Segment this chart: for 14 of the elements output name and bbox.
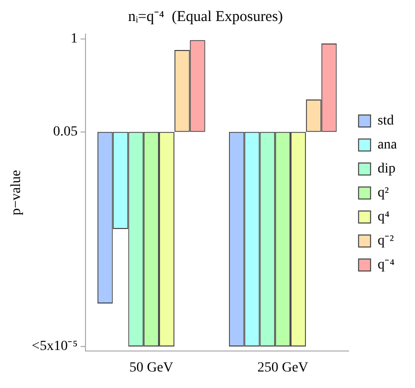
y-tick-label: <5x10⁻⁵ [32, 339, 78, 354]
legend-label: std [378, 114, 394, 129]
legend-label: q⁻² [378, 234, 394, 249]
x-tick-label: 50 GeV [129, 360, 174, 376]
legend-label: q⁻⁴ [378, 258, 395, 273]
legend-label: q⁴ [378, 210, 390, 225]
legend-label: dip [378, 162, 396, 177]
chart-title: nᵢ=q⁻⁴ (Equal Exposures) [128, 8, 283, 25]
y-tick-label: 1 [70, 32, 78, 47]
legend-label: q² [378, 186, 389, 201]
y-axis-title: p−value [9, 170, 24, 216]
y-tick-label: 0.05 [53, 124, 78, 140]
legend-label: ana [378, 138, 398, 153]
x-tick-label: 250 GeV [257, 360, 308, 376]
